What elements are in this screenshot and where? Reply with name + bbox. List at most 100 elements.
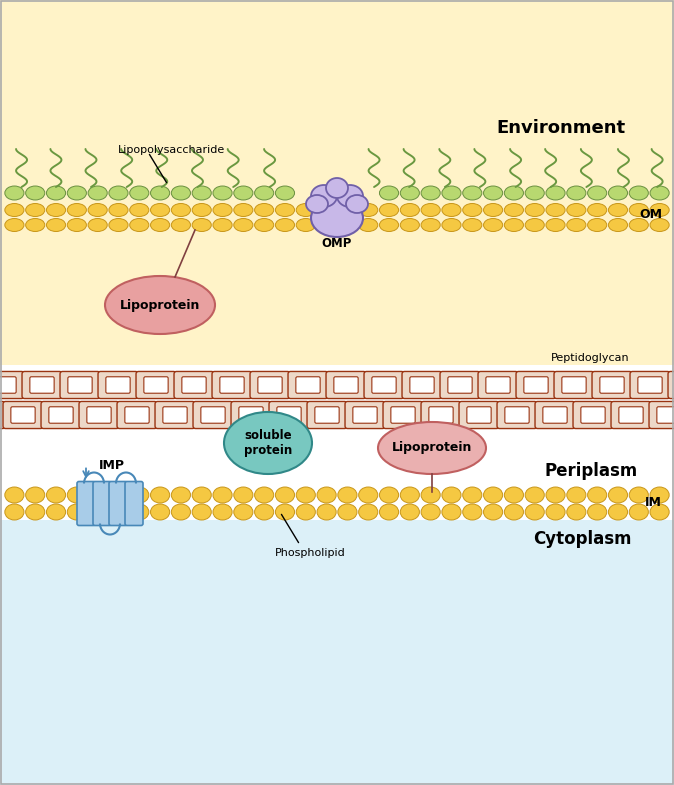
FancyBboxPatch shape [554, 371, 594, 399]
Ellipse shape [359, 203, 378, 217]
Ellipse shape [88, 487, 107, 503]
Ellipse shape [213, 218, 232, 232]
FancyBboxPatch shape [592, 371, 632, 399]
FancyBboxPatch shape [353, 407, 377, 423]
Ellipse shape [67, 203, 86, 217]
FancyBboxPatch shape [60, 371, 100, 399]
Ellipse shape [359, 504, 378, 520]
FancyBboxPatch shape [220, 377, 244, 393]
Ellipse shape [442, 186, 461, 200]
Ellipse shape [224, 412, 312, 474]
FancyBboxPatch shape [193, 401, 233, 429]
Text: OM: OM [639, 209, 662, 221]
FancyBboxPatch shape [440, 371, 480, 399]
Ellipse shape [234, 218, 253, 232]
Ellipse shape [483, 487, 503, 503]
Text: Lipoprotein: Lipoprotein [120, 298, 200, 312]
Ellipse shape [192, 203, 211, 217]
FancyBboxPatch shape [0, 401, 5, 429]
Ellipse shape [129, 504, 149, 520]
Text: Cytoplasm: Cytoplasm [534, 530, 632, 548]
FancyBboxPatch shape [524, 377, 548, 393]
FancyBboxPatch shape [87, 407, 111, 423]
FancyBboxPatch shape [155, 401, 195, 429]
FancyBboxPatch shape [0, 371, 24, 399]
Ellipse shape [483, 504, 503, 520]
Ellipse shape [26, 186, 44, 200]
FancyBboxPatch shape [562, 377, 586, 393]
Ellipse shape [234, 504, 253, 520]
FancyBboxPatch shape [543, 407, 567, 423]
Ellipse shape [234, 203, 253, 217]
FancyBboxPatch shape [11, 407, 35, 423]
Ellipse shape [109, 186, 128, 200]
Ellipse shape [609, 203, 627, 217]
Ellipse shape [421, 218, 440, 232]
Ellipse shape [400, 218, 419, 232]
Ellipse shape [504, 504, 524, 520]
Ellipse shape [630, 504, 648, 520]
FancyBboxPatch shape [163, 407, 187, 423]
FancyBboxPatch shape [201, 407, 225, 423]
FancyBboxPatch shape [239, 407, 263, 423]
FancyBboxPatch shape [429, 407, 453, 423]
Ellipse shape [171, 218, 191, 232]
Ellipse shape [400, 203, 419, 217]
Ellipse shape [255, 186, 274, 200]
Bar [0, 365, 674, 520]
Ellipse shape [567, 218, 586, 232]
Ellipse shape [337, 185, 363, 207]
Text: OMP: OMP [321, 237, 353, 250]
Ellipse shape [171, 487, 191, 503]
Ellipse shape [192, 504, 211, 520]
Text: IMP: IMP [99, 459, 125, 472]
Ellipse shape [463, 487, 482, 503]
Ellipse shape [359, 218, 378, 232]
FancyBboxPatch shape [619, 407, 643, 423]
Ellipse shape [276, 504, 295, 520]
Ellipse shape [47, 504, 65, 520]
Ellipse shape [276, 203, 295, 217]
Ellipse shape [504, 186, 524, 200]
Ellipse shape [150, 218, 170, 232]
FancyBboxPatch shape [125, 481, 143, 525]
Ellipse shape [442, 487, 461, 503]
Ellipse shape [67, 218, 86, 232]
Ellipse shape [47, 186, 65, 200]
FancyBboxPatch shape [174, 371, 214, 399]
Ellipse shape [67, 504, 86, 520]
Ellipse shape [630, 218, 648, 232]
Ellipse shape [588, 218, 607, 232]
Ellipse shape [338, 487, 357, 503]
Ellipse shape [150, 487, 170, 503]
Ellipse shape [400, 186, 419, 200]
Ellipse shape [630, 203, 648, 217]
Ellipse shape [171, 186, 191, 200]
Ellipse shape [150, 186, 170, 200]
Ellipse shape [255, 218, 274, 232]
Ellipse shape [483, 203, 503, 217]
FancyBboxPatch shape [364, 371, 404, 399]
Text: IM: IM [645, 496, 662, 509]
Ellipse shape [525, 504, 545, 520]
Text: Lipopolysaccharide: Lipopolysaccharide [118, 145, 225, 155]
FancyBboxPatch shape [93, 481, 111, 525]
Ellipse shape [650, 487, 669, 503]
FancyBboxPatch shape [231, 401, 271, 429]
Ellipse shape [609, 218, 627, 232]
Ellipse shape [379, 218, 398, 232]
Ellipse shape [525, 487, 545, 503]
Ellipse shape [504, 218, 524, 232]
Ellipse shape [47, 203, 65, 217]
Ellipse shape [504, 487, 524, 503]
FancyBboxPatch shape [391, 407, 415, 423]
Ellipse shape [5, 218, 24, 232]
Ellipse shape [463, 218, 482, 232]
FancyBboxPatch shape [136, 371, 176, 399]
Ellipse shape [213, 487, 232, 503]
Ellipse shape [306, 195, 328, 213]
Ellipse shape [609, 504, 627, 520]
Ellipse shape [26, 203, 44, 217]
FancyBboxPatch shape [77, 481, 95, 525]
Ellipse shape [650, 186, 669, 200]
